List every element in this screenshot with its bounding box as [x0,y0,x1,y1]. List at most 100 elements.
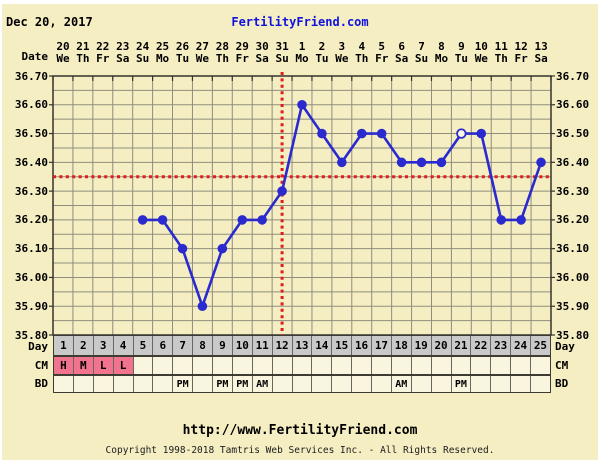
day-cell: 19 [412,336,432,355]
bd-cell [491,376,512,392]
bd-cell [193,376,213,392]
bbt-point[interactable] [257,215,267,225]
day-cell: 13 [293,336,313,355]
day-cell: 8 [193,336,213,355]
weekday-cell: Tu [175,52,190,65]
bd-cell [352,376,372,392]
temp-axis-label: 36.50 [14,127,48,141]
weekday-cell: We [195,52,210,65]
bbt-point[interactable] [197,301,208,312]
date-cell: 7 [418,40,425,53]
date-cell: 11 [494,40,508,53]
temp-axis-label: 36.10 [556,242,590,256]
cm-cell [372,357,392,374]
date-cell: 6 [398,40,405,53]
day-cell: 21 [452,336,472,355]
bd-cell [372,376,392,392]
bbt-point[interactable] [536,157,546,168]
weekday-cell: We [56,52,70,65]
temp-axis-label: 36.30 [14,184,48,198]
bbt-point[interactable] [317,128,327,139]
cm-cell: L [113,357,134,374]
bd-cell [431,376,452,392]
bbt-point[interactable] [137,215,148,225]
bbt-point[interactable] [356,128,367,139]
cm-cell [173,357,194,374]
cm-cell [213,357,233,374]
day-cell: 4 [114,336,134,355]
weekday-cell: Tu [454,52,469,65]
temp-axis-label: 36.70 [14,69,48,83]
date-cell: 10 [474,40,488,53]
temp-axis-label: 35.80 [556,328,590,342]
bbt-point[interactable] [376,128,387,139]
date-numbers-row: 20 21 22 23 24 25 26 27 28 29 30 31 1 2 3 4 5 6 7 8 9 10 11 12 1… [53,41,551,52]
date-cell: 12 [514,40,528,53]
bd-cell [73,376,94,392]
day-cell: 1 [54,336,74,355]
date-cell: 21 [76,40,90,53]
bbt-point-open[interactable] [456,128,467,139]
date-cell: 20 [56,40,70,53]
weekday-cell: Fr [96,52,110,65]
date-cell: 24 [136,40,150,53]
cm-cell [232,357,253,374]
cm-cell: L [93,357,114,374]
temp-axis-label: 35.90 [556,299,590,313]
bbt-point[interactable] [416,157,427,168]
bd-cell [93,376,114,392]
bbt-point[interactable] [476,128,487,139]
bbt-point[interactable] [177,243,188,254]
report-date: Dec 20, 2017 [6,15,93,29]
bbt-point[interactable] [337,157,347,168]
weekday-cell: Su [414,52,429,65]
weekday-cell: Su [275,52,289,65]
date-cell: 2 [318,40,326,53]
weekday-cell: Th [355,52,369,65]
date-cell: 23 [116,40,130,53]
temp-axis-label: 35.90 [14,299,48,313]
bbt-point[interactable] [157,215,168,225]
temp-axis-label: 35.80 [14,328,48,342]
bbt-point[interactable] [396,157,407,168]
cm-cell [332,357,353,374]
bbt-point[interactable] [237,215,248,225]
bbt-point[interactable] [496,215,507,225]
brand-link[interactable]: FertilityFriend.com [231,15,369,29]
bbt-point[interactable] [277,186,287,196]
day-cell: 6 [153,336,174,355]
temp-axis-label: 36.20 [14,213,48,227]
bbt-point[interactable] [436,157,447,168]
day-cell: 18 [392,336,412,355]
cm-cell [312,357,333,374]
day-cell: 20 [432,336,452,355]
bd-cell [54,376,74,392]
date-cell: 3 [338,40,346,53]
bd-cell: AM [252,376,273,392]
bbt-point[interactable] [217,243,228,254]
footer-url-link[interactable]: http://www.FertilityFriend.com [182,423,418,438]
cm-cell [272,357,293,374]
day-cell: 7 [173,336,194,355]
bd-cell [133,376,154,392]
day-cell: 14 [312,336,333,355]
weekday-cell: Sa [395,52,409,65]
cm-cell [133,357,154,374]
bd-row: PM PM PM AM AM PM [53,375,551,393]
bbt-point[interactable] [297,99,307,110]
day-cell: 2 [74,336,94,355]
temp-axis-label: 36.40 [556,155,590,169]
weekday-cell: Sa [255,52,269,65]
weekday-cell: Tu [315,52,329,65]
cm-cell [352,357,372,374]
bd-cell: AM [391,376,412,392]
bd-cell [312,376,333,392]
bd-cell [411,376,432,392]
bbt-point[interactable] [516,215,526,225]
day-cell: 5 [134,336,154,355]
date-cell: 26 [175,40,190,53]
date-cell: 25 [155,40,170,53]
day-cell: 12 [273,336,293,355]
